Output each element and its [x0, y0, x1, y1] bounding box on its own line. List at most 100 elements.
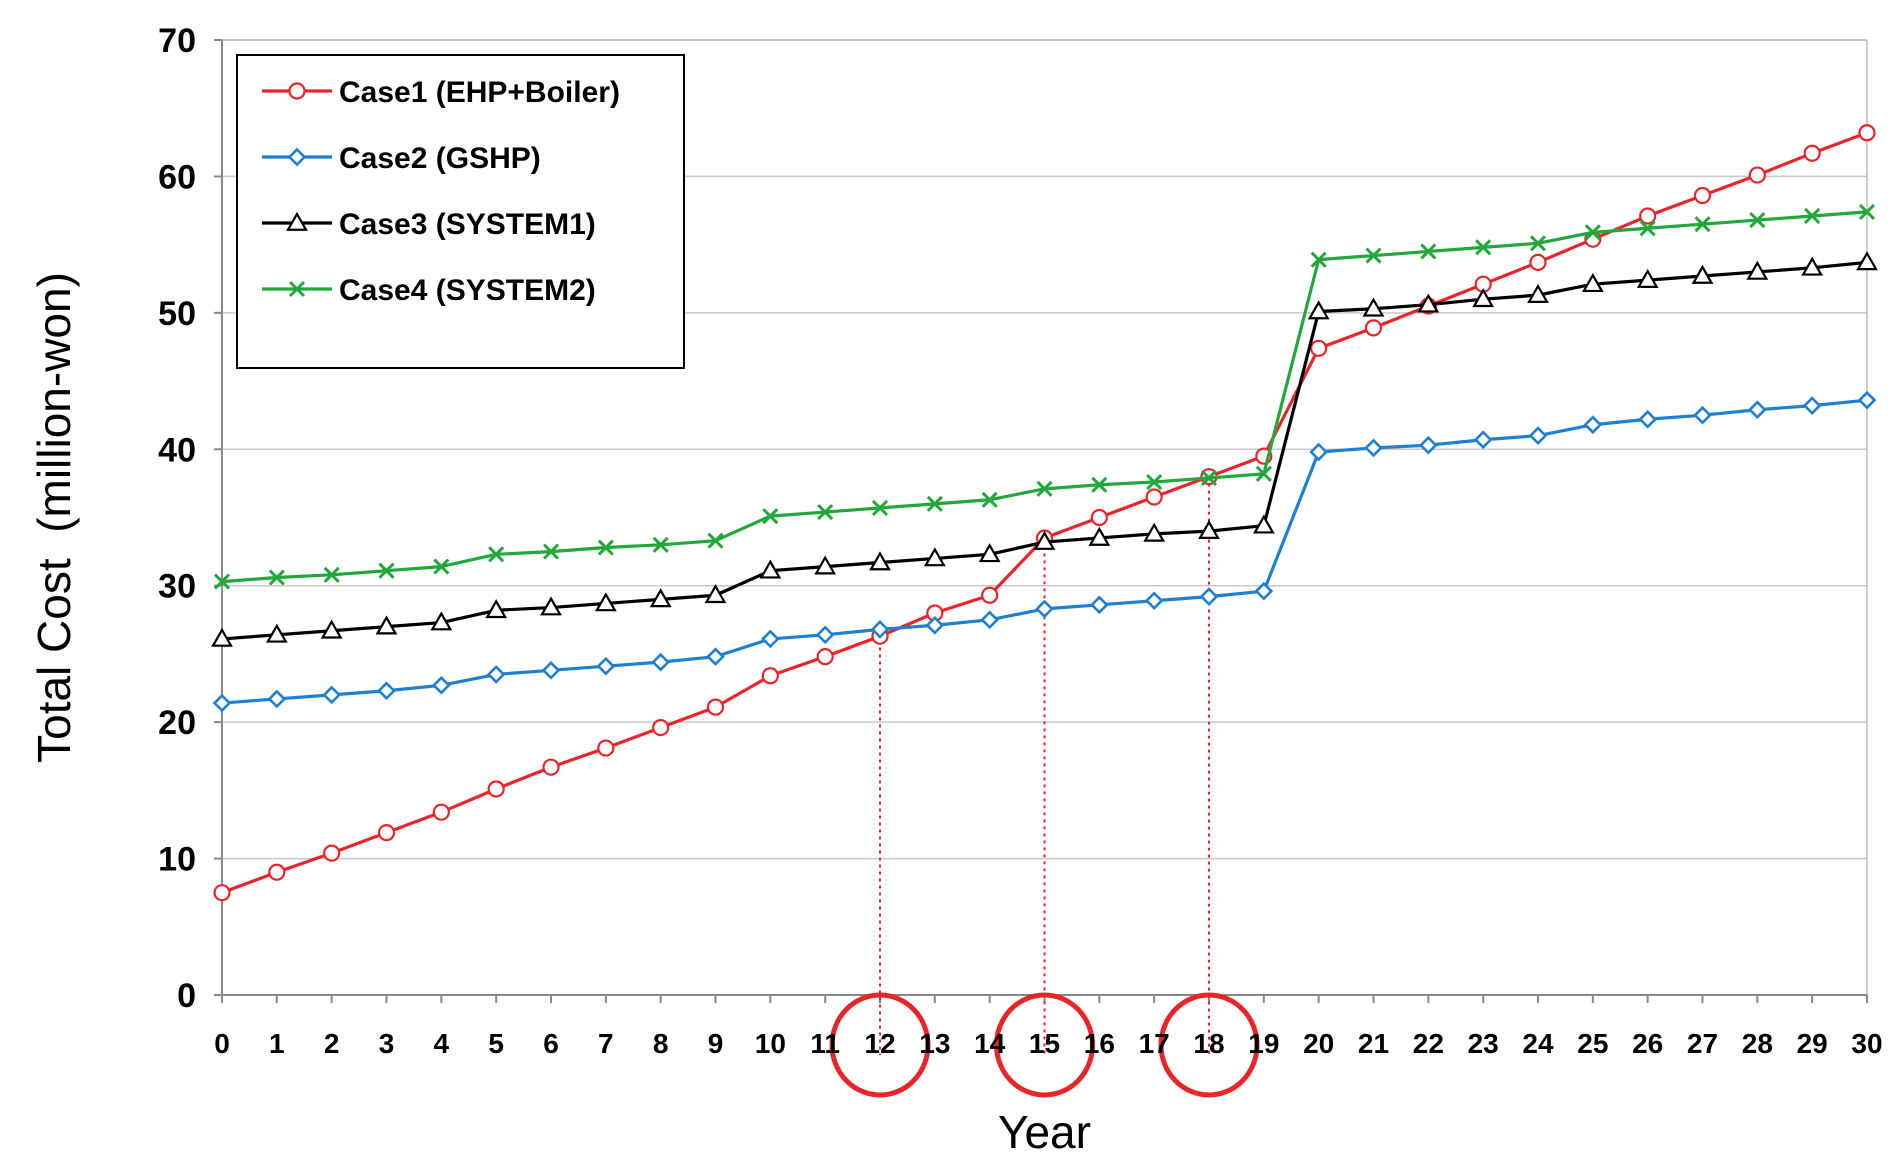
data-point — [1255, 465, 1272, 482]
data-point — [978, 543, 1001, 563]
data-point — [1748, 166, 1766, 184]
x-tick-label: 10 — [755, 1028, 786, 1059]
x-tick-label: 26 — [1632, 1028, 1663, 1059]
data-point — [704, 584, 727, 604]
data-point — [1310, 339, 1328, 357]
data-point — [488, 546, 505, 563]
data-point — [1091, 476, 1108, 493]
data-point — [760, 629, 780, 649]
data-point — [212, 693, 232, 713]
data-point — [1200, 469, 1218, 486]
data-point — [980, 610, 1000, 630]
legend-entry: Case3 (SYSTEM1) — [262, 208, 596, 241]
legend-entry: Case1 (EHP+Boiler) — [262, 76, 620, 109]
data-point — [265, 623, 288, 643]
x-tick-label: 25 — [1577, 1028, 1608, 1059]
data-point — [706, 647, 725, 666]
data-point — [268, 569, 285, 586]
data-point — [1252, 514, 1275, 534]
data-point — [377, 824, 396, 842]
x-tick-label: 29 — [1797, 1028, 1828, 1059]
data-point — [487, 780, 505, 798]
x-tick-label: 11 — [810, 1028, 840, 1059]
x-tick-label: 5 — [488, 1028, 504, 1059]
data-point — [1144, 591, 1164, 611]
crossover-circle — [994, 992, 1095, 1098]
legend-label: Case2 (GSHP) — [339, 142, 541, 175]
data-point — [1858, 124, 1876, 142]
data-point — [926, 495, 943, 512]
x-tick-label: 16 — [1084, 1028, 1115, 1059]
data-point — [213, 573, 231, 590]
y-tick-label: 40 — [158, 431, 196, 469]
data-point — [1858, 203, 1876, 220]
x-tick-label: 0 — [214, 1028, 230, 1059]
data-point — [485, 599, 508, 619]
y-tick-label: 70 — [158, 22, 196, 60]
data-point — [870, 620, 890, 639]
data-point — [1528, 426, 1548, 445]
data-point — [268, 863, 286, 881]
data-point — [761, 667, 779, 685]
data-point — [1420, 243, 1437, 260]
data-point — [542, 543, 560, 560]
y-tick-label: 30 — [158, 568, 196, 606]
x-tick-label: 13 — [919, 1028, 950, 1059]
data-point — [267, 689, 287, 709]
data-point — [1033, 530, 1056, 550]
data-point — [486, 665, 506, 684]
x-tick-label: 14 — [974, 1028, 1006, 1059]
data-point — [1310, 251, 1327, 268]
x-tick-label: 8 — [653, 1028, 669, 1059]
data-point — [1639, 207, 1657, 225]
data-point — [597, 739, 615, 757]
x-tick-label: 9 — [708, 1028, 724, 1059]
data-point — [375, 615, 398, 635]
data-point — [211, 627, 233, 647]
x-tick-label: 20 — [1303, 1028, 1334, 1059]
x-tick-label: 19 — [1248, 1028, 1279, 1059]
data-point — [1639, 220, 1656, 237]
data-point — [815, 625, 835, 645]
data-point — [377, 681, 396, 701]
y-tick-label: 50 — [158, 295, 196, 333]
y-tick-label: 60 — [158, 158, 196, 196]
data-point — [1473, 430, 1493, 450]
x-tick-label: 28 — [1742, 1028, 1773, 1059]
data-point — [378, 562, 395, 579]
data-point — [981, 586, 999, 604]
data-point — [323, 844, 341, 862]
data-point — [869, 551, 891, 571]
x-tick-label: 23 — [1468, 1028, 1499, 1059]
data-point — [323, 566, 340, 583]
data-point — [652, 718, 670, 737]
data-point — [1746, 260, 1769, 280]
data-point — [430, 611, 453, 631]
legend-label: Case3 (SYSTEM1) — [339, 208, 596, 241]
data-point — [1475, 239, 1492, 256]
series-2 — [212, 390, 1877, 713]
x-tick-label: 27 — [1687, 1028, 1718, 1059]
data-point — [1693, 186, 1712, 205]
data-point — [1090, 508, 1108, 527]
data-point — [540, 596, 562, 616]
x-tick-label: 6 — [543, 1028, 559, 1059]
data-point — [433, 558, 450, 575]
data-point — [1364, 319, 1383, 337]
x-tick-label: 7 — [598, 1028, 614, 1059]
data-point — [925, 615, 945, 635]
data-point — [1583, 415, 1603, 435]
series-line — [221, 398, 1868, 705]
data-point — [1857, 390, 1877, 410]
x-tick-label: 24 — [1522, 1028, 1554, 1059]
data-point — [541, 660, 561, 680]
data-point — [1804, 207, 1821, 225]
legend: Case1 (EHP+Boiler) Case2 (GSHP) Case3 (SYS… — [236, 54, 685, 369]
data-point — [1638, 409, 1658, 429]
data-point — [1089, 595, 1109, 615]
data-point — [594, 592, 617, 612]
x-axis-title: Year — [998, 1106, 1091, 1158]
data-point — [759, 559, 782, 579]
data-point — [923, 547, 946, 567]
